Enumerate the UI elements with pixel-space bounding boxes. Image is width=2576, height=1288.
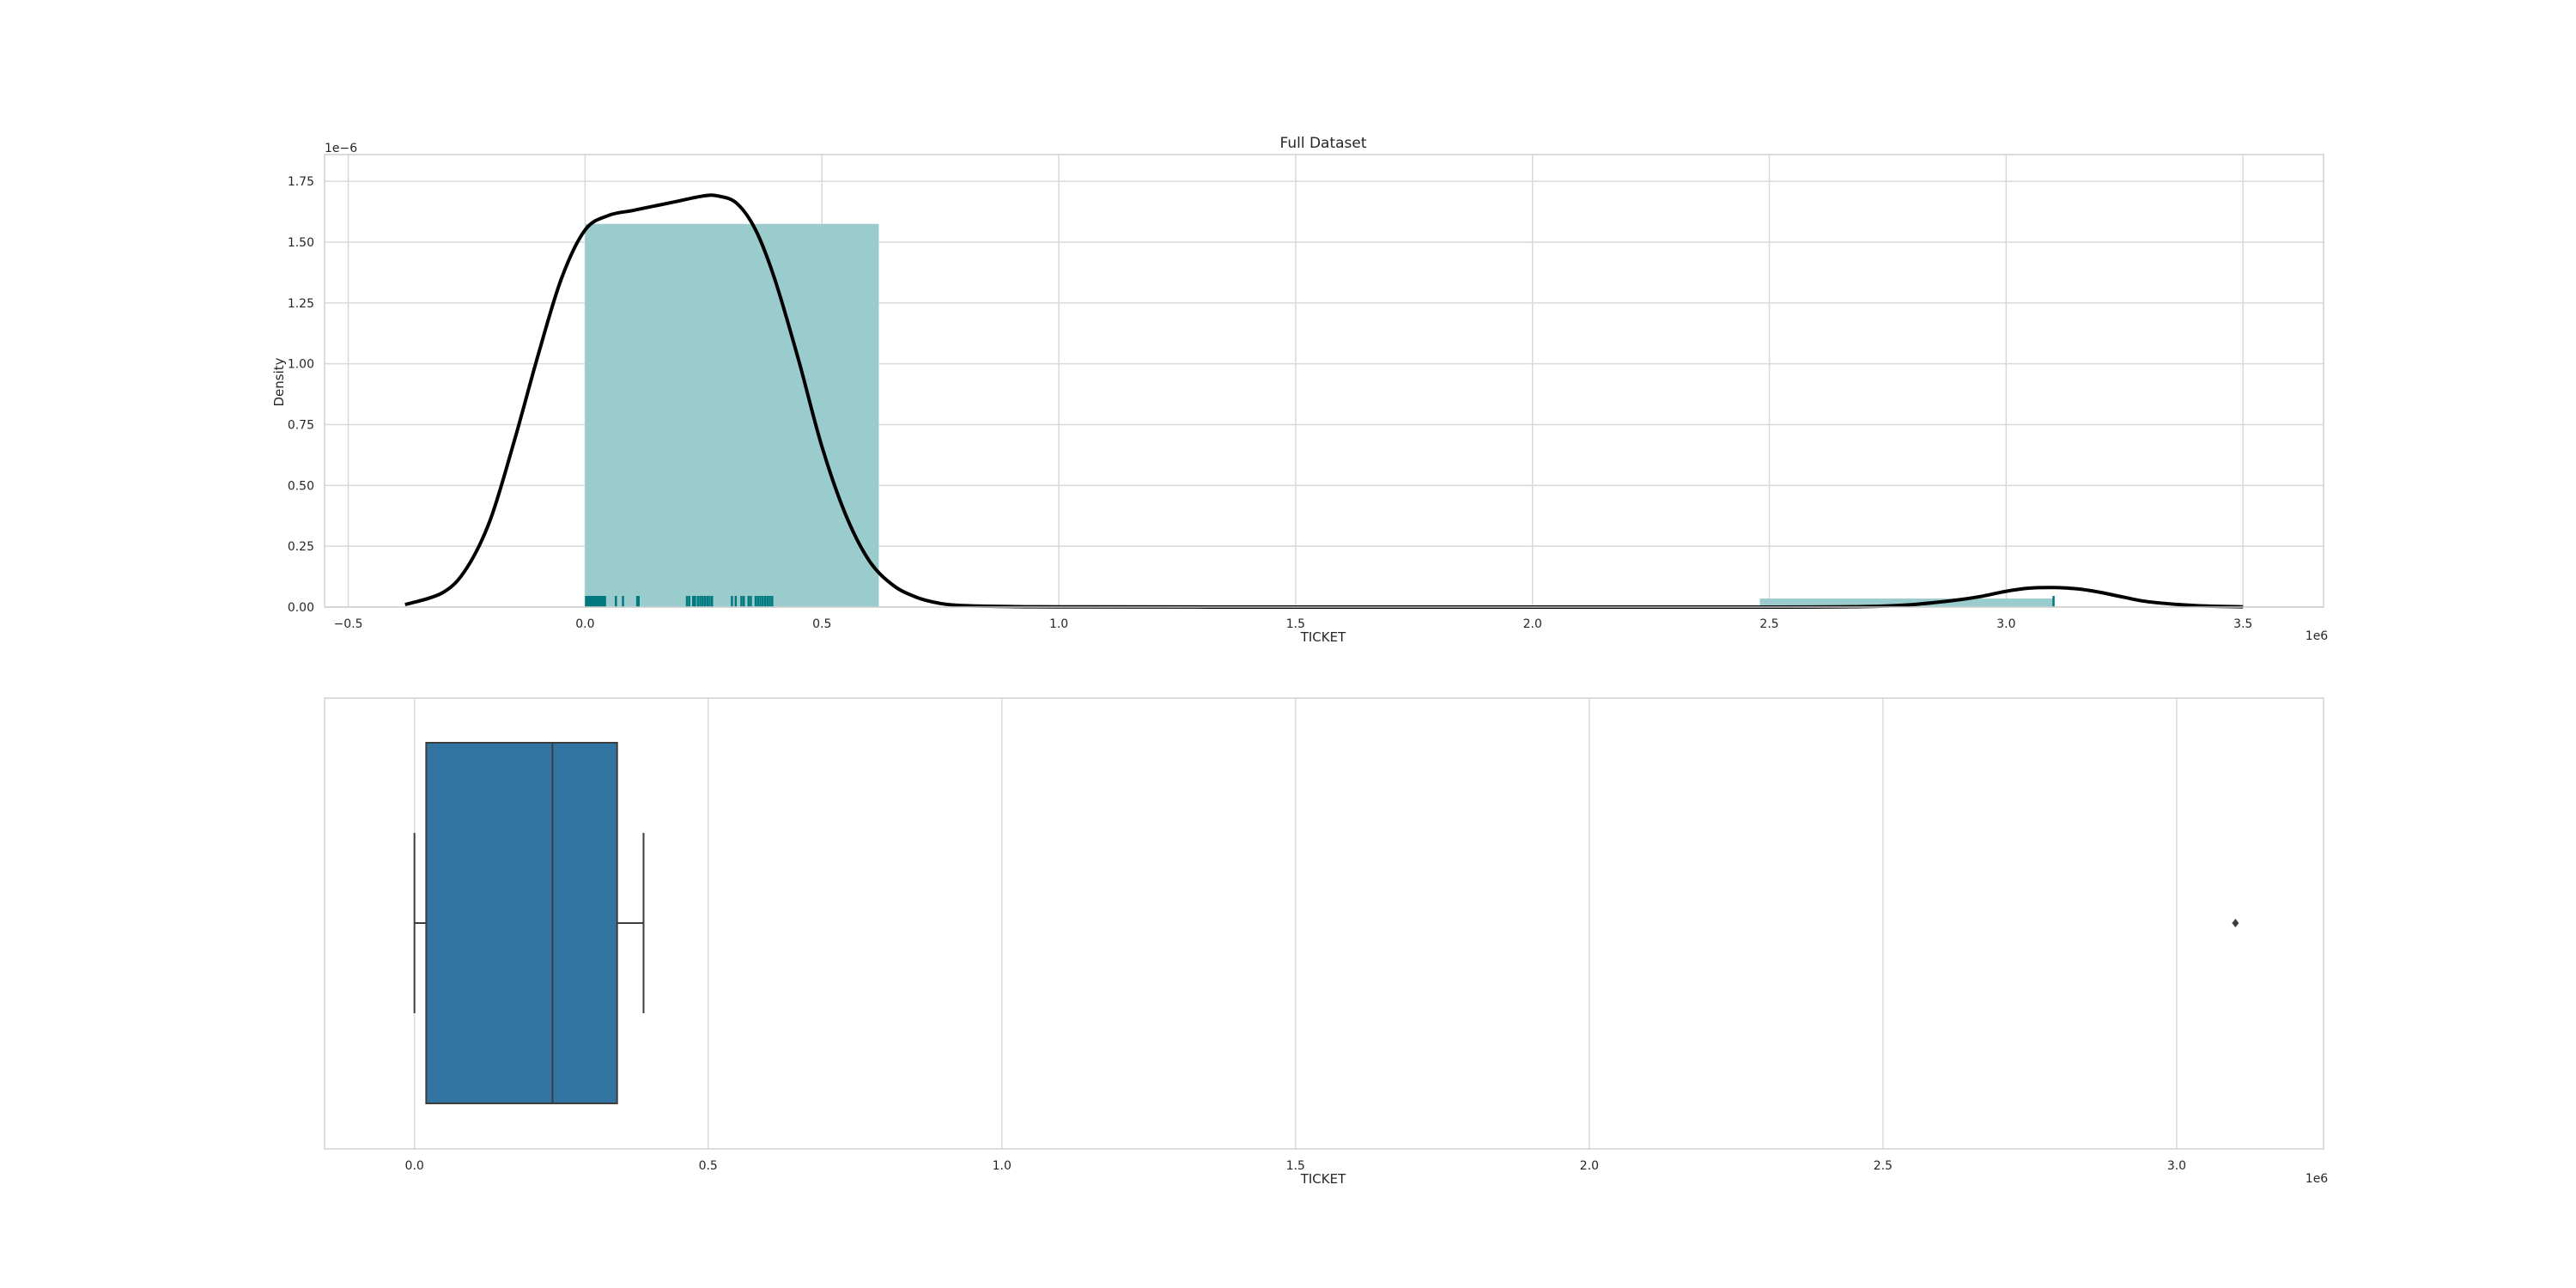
x-tick-label: 0.0 xyxy=(575,617,594,631)
interquartile-box xyxy=(425,742,618,1104)
histogram-bars xyxy=(585,223,2054,607)
histogram-bar xyxy=(585,223,879,607)
x-tick-label: 2.0 xyxy=(1523,617,1542,631)
x-tick-label: −0.5 xyxy=(334,617,363,631)
x-tick-label: 3.0 xyxy=(1996,617,2015,631)
x-tick-label: 2.5 xyxy=(1874,1159,1893,1173)
x-axis-label: TICKET xyxy=(1300,1171,1346,1187)
outlier-point xyxy=(2232,919,2239,927)
y-axis-offset-label: 1e−6 xyxy=(325,142,357,155)
y-tick-label: 0.25 xyxy=(288,540,314,554)
y-tick-label: 0.00 xyxy=(288,601,314,615)
x-tick-label: 1.5 xyxy=(1286,1159,1305,1173)
plot-frame xyxy=(324,697,2324,1150)
x-tick-label: 0.5 xyxy=(699,1159,718,1173)
y-tick-label: 0.50 xyxy=(288,479,314,493)
x-tick-label: 2.0 xyxy=(1580,1159,1599,1173)
x-tick-labels: −0.5 0.0 0.5 1.0 1.5 2.0 2.5 3.0 3.5 xyxy=(334,617,2253,631)
histogram-chart: −0.5 0.0 0.5 1.0 1.5 2.0 2.5 3.0 3.5 0.00 0.25 0.5… xyxy=(271,135,2328,645)
x-axis-offset-label: 1e6 xyxy=(2306,629,2329,643)
x-tick-label: 3.0 xyxy=(2167,1159,2186,1173)
chart-title: Full Dataset xyxy=(1279,135,1366,152)
x-axis-offset-label: 1e6 xyxy=(2306,1172,2329,1186)
rug-marks xyxy=(585,596,2055,607)
y-tick-label: 1.50 xyxy=(288,236,314,250)
y-tick-label: 1.75 xyxy=(288,175,314,189)
x-tick-label: 3.5 xyxy=(2233,617,2252,631)
grid-lines xyxy=(413,698,2178,1149)
x-tick-label: 1.0 xyxy=(1049,617,1068,631)
kde-curve xyxy=(404,193,2244,610)
histogram-bar xyxy=(1759,598,2054,607)
x-tick-label: 1.5 xyxy=(1286,617,1305,631)
boxplot-chart: 0.0 0.5 1.0 1.5 2.0 2.5 3.0 TICKET 1e6 xyxy=(324,697,2329,1187)
plot-frame xyxy=(324,154,2324,608)
y-tick-labels: 0.00 0.25 0.50 0.75 1.00 1.25 1.50 1.75 xyxy=(288,175,314,615)
y-tick-label: 1.25 xyxy=(288,297,314,311)
x-tick-label: 2.5 xyxy=(1759,617,1778,631)
x-tick-label: 0.0 xyxy=(405,1159,424,1173)
x-tick-label: 1.0 xyxy=(993,1159,1012,1173)
x-tick-label: 0.5 xyxy=(812,617,831,631)
y-tick-label: 1.00 xyxy=(288,358,314,372)
x-tick-labels: 0.0 0.5 1.0 1.5 2.0 2.5 3.0 xyxy=(405,1159,2187,1173)
y-tick-label: 0.75 xyxy=(288,419,314,433)
x-axis-label: TICKET xyxy=(1300,629,1346,645)
y-axis-label: Density xyxy=(271,357,287,406)
boxplot xyxy=(413,742,2239,1104)
